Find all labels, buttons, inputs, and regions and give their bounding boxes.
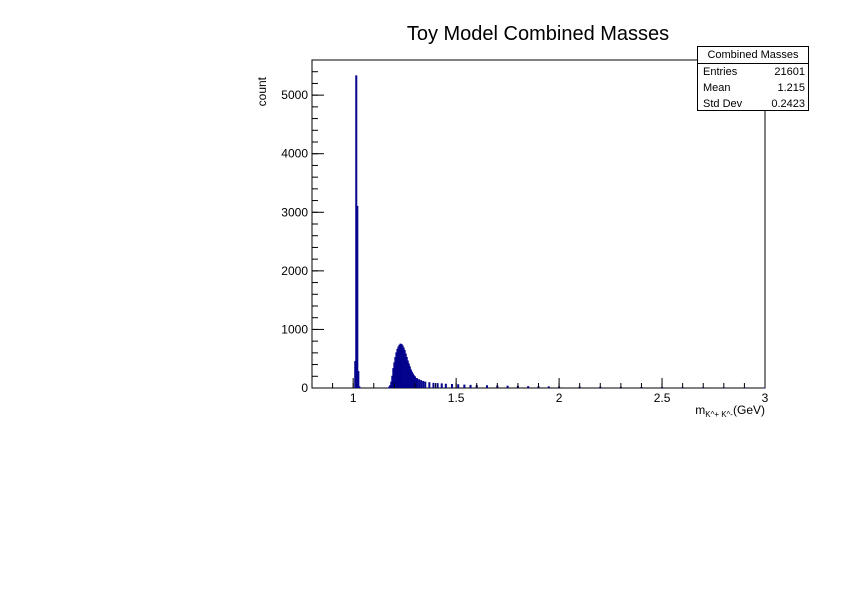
x-tick-label: 1.5 xyxy=(448,391,465,405)
histogram-bin xyxy=(436,383,439,388)
histogram-bin xyxy=(527,386,530,388)
x-tick-label: 2.5 xyxy=(654,391,671,405)
x-axis-label: mK^+ K^-(GeV) xyxy=(695,403,765,419)
stats-title: Combined Masses xyxy=(698,47,808,64)
y-tick-label: 5000 xyxy=(281,88,308,102)
stats-value: 1.215 xyxy=(777,82,805,94)
x-axis-label-main: m xyxy=(695,403,705,417)
stats-label: Entries xyxy=(703,66,738,78)
stats-label: Std Dev xyxy=(703,98,743,110)
histogram-bin xyxy=(357,371,360,388)
histogram-bin xyxy=(547,386,550,388)
x-tick-label: 1 xyxy=(350,391,357,405)
x-axis-label-subscript: K^+ K^- xyxy=(705,410,733,419)
stats-value: 0.2423 xyxy=(771,98,805,110)
histogram-bin xyxy=(432,382,435,388)
y-tick-label: 4000 xyxy=(281,147,308,161)
stats-label: Mean xyxy=(703,82,731,94)
histogram-bin xyxy=(420,380,423,388)
histogram-bin xyxy=(422,381,425,388)
histogram-bin xyxy=(469,384,472,388)
stats-row-mean: Mean 1.215 xyxy=(698,80,808,96)
histogram-bin xyxy=(506,385,509,388)
x-tick-label: 3 xyxy=(762,391,769,405)
stats-row-entries: Entries 21601 xyxy=(698,64,808,80)
stats-box: Combined Masses Entries 21601 Mean 1.215… xyxy=(697,46,809,111)
histogram-bin xyxy=(440,383,443,388)
histogram-bin xyxy=(457,384,460,388)
y-tick-label: 1000 xyxy=(281,322,308,336)
y-tick-label: 0 xyxy=(301,381,308,395)
histogram-bin xyxy=(486,385,489,388)
y-tick-label: 3000 xyxy=(281,205,308,219)
histogram-bin xyxy=(444,383,447,388)
histogram-bin xyxy=(428,382,431,388)
histogram-bin xyxy=(451,383,454,388)
histogram-bin xyxy=(358,386,361,388)
stats-value: 21601 xyxy=(774,66,805,78)
x-tick-label: 2 xyxy=(556,391,563,405)
x-axis-label-unit: (GeV) xyxy=(733,403,765,417)
histogram-bin xyxy=(415,378,419,388)
y-tick-label: 2000 xyxy=(281,264,308,278)
histogram-bin xyxy=(356,205,359,388)
histogram-bin xyxy=(413,376,416,388)
histogram-bin xyxy=(463,384,466,388)
y-axis-label: count xyxy=(255,76,269,106)
histogram xyxy=(353,75,765,389)
axes: 1 1.5 2 2.5 3 0 1000 2000 3000 4000 5000 xyxy=(281,59,769,405)
stats-row-stddev: Std Dev 0.2423 xyxy=(698,96,808,112)
histogram-bin xyxy=(424,381,427,388)
chart-title: Toy Model Combined Masses xyxy=(407,23,669,45)
histogram-bin xyxy=(418,379,421,388)
